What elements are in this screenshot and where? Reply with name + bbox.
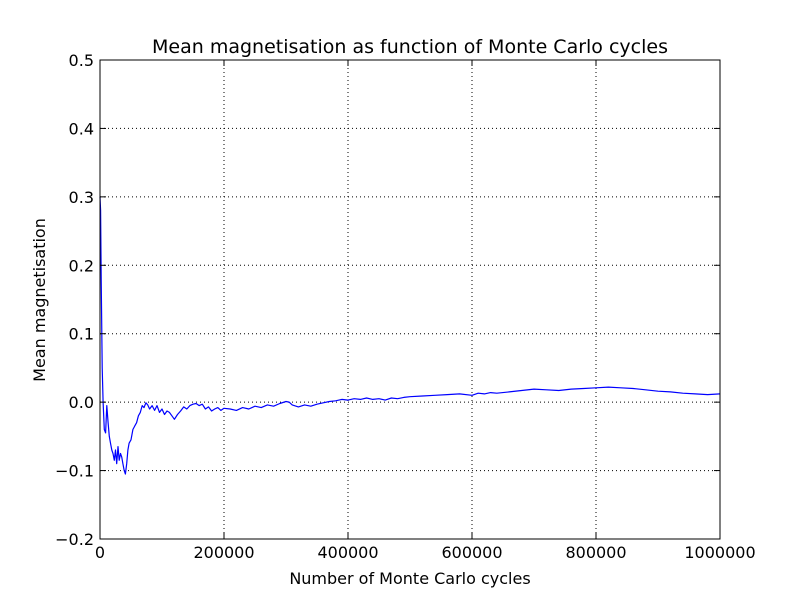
x-tick-label: 600000 (441, 543, 502, 562)
x-tick-labels: 0 200000 400000 600000 800000 1000000 (95, 543, 756, 562)
y-tick-label: 0.1 (69, 325, 94, 344)
chart-title: Mean magnetisation as function of Monte … (152, 36, 668, 58)
y-tick-labels: −0.2 −0.1 0.0 0.1 0.2 0.3 0.4 0.5 (55, 51, 94, 549)
x-axis-label: Number of Monte Carlo cycles (289, 569, 530, 588)
x-tick-label: 800000 (565, 543, 626, 562)
y-tick-label: 0.2 (69, 256, 94, 275)
y-tick-label: 0.0 (69, 393, 94, 412)
axis-ticks (99, 59, 721, 540)
y-tick-label: −0.2 (55, 530, 94, 549)
y-tick-label: 0.3 (69, 188, 94, 207)
x-tick-label: 1000000 (684, 543, 755, 562)
y-tick-label: 0.4 (69, 119, 94, 138)
x-tick-label: 200000 (193, 543, 254, 562)
grid (100, 60, 720, 539)
x-tick-label: 0 (95, 543, 105, 562)
y-axis-label: Mean magnetisation (30, 218, 49, 382)
data-line-layer (99, 196, 721, 475)
series-line (99, 196, 721, 475)
plot-frame (99, 59, 721, 540)
y-tick-label: 0.5 (69, 51, 94, 70)
y-tick-label: −0.1 (55, 462, 94, 481)
x-tick-label: 400000 (317, 543, 378, 562)
